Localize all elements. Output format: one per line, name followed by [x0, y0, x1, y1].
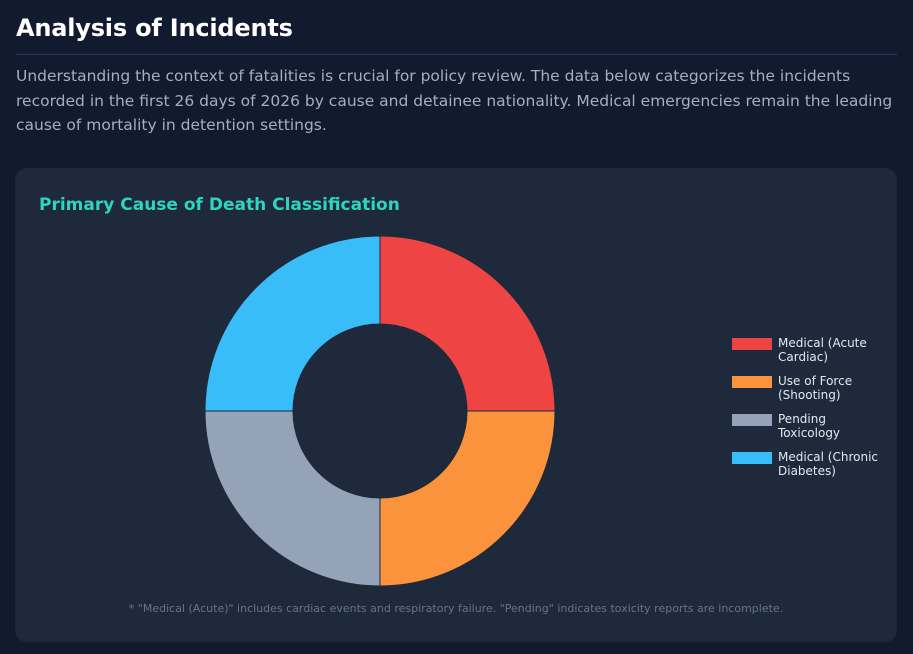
donut-slice-4[interactable] — [204, 235, 381, 412]
chart-footnote: * "Medical (Acute)" includes cardiac eve… — [128, 602, 784, 615]
legend-swatch — [732, 452, 772, 464]
legend-label: Pending Toxicology — [778, 412, 841, 440]
chart-card: Primary Cause of Death Classification Me… — [15, 168, 897, 642]
legend-item[interactable]: Medical (Chronic Diabetes) — [732, 450, 880, 478]
legend-item[interactable]: Medical (Acute Cardiac) — [732, 336, 880, 364]
legend-swatch — [732, 376, 772, 388]
donut-slice-1[interactable] — [379, 235, 556, 412]
legend-item[interactable]: Use of Force (Shooting) — [732, 374, 880, 402]
legend-label: Use of Force (Shooting) — [778, 374, 853, 402]
legend-label: Medical (Chronic Diabetes) — [778, 450, 879, 478]
intro-paragraph: Understanding the context of fatalities … — [16, 67, 893, 134]
chart-title: Primary Cause of Death Classification — [39, 195, 400, 215]
legend-label: Medical (Acute Cardiac) — [778, 336, 867, 364]
donut-chart — [204, 235, 556, 587]
section-title: Analysis of Incidents — [16, 14, 293, 42]
title-divider — [16, 54, 897, 55]
legend-item[interactable]: Pending Toxicology — [732, 412, 880, 440]
legend-swatch — [732, 338, 772, 350]
donut-slice-3[interactable] — [204, 410, 381, 587]
donut-slice-2[interactable] — [379, 410, 556, 587]
chart-legend: Medical (Acute Cardiac) Use of Force (Sho… — [732, 336, 880, 488]
legend-swatch — [732, 414, 772, 426]
